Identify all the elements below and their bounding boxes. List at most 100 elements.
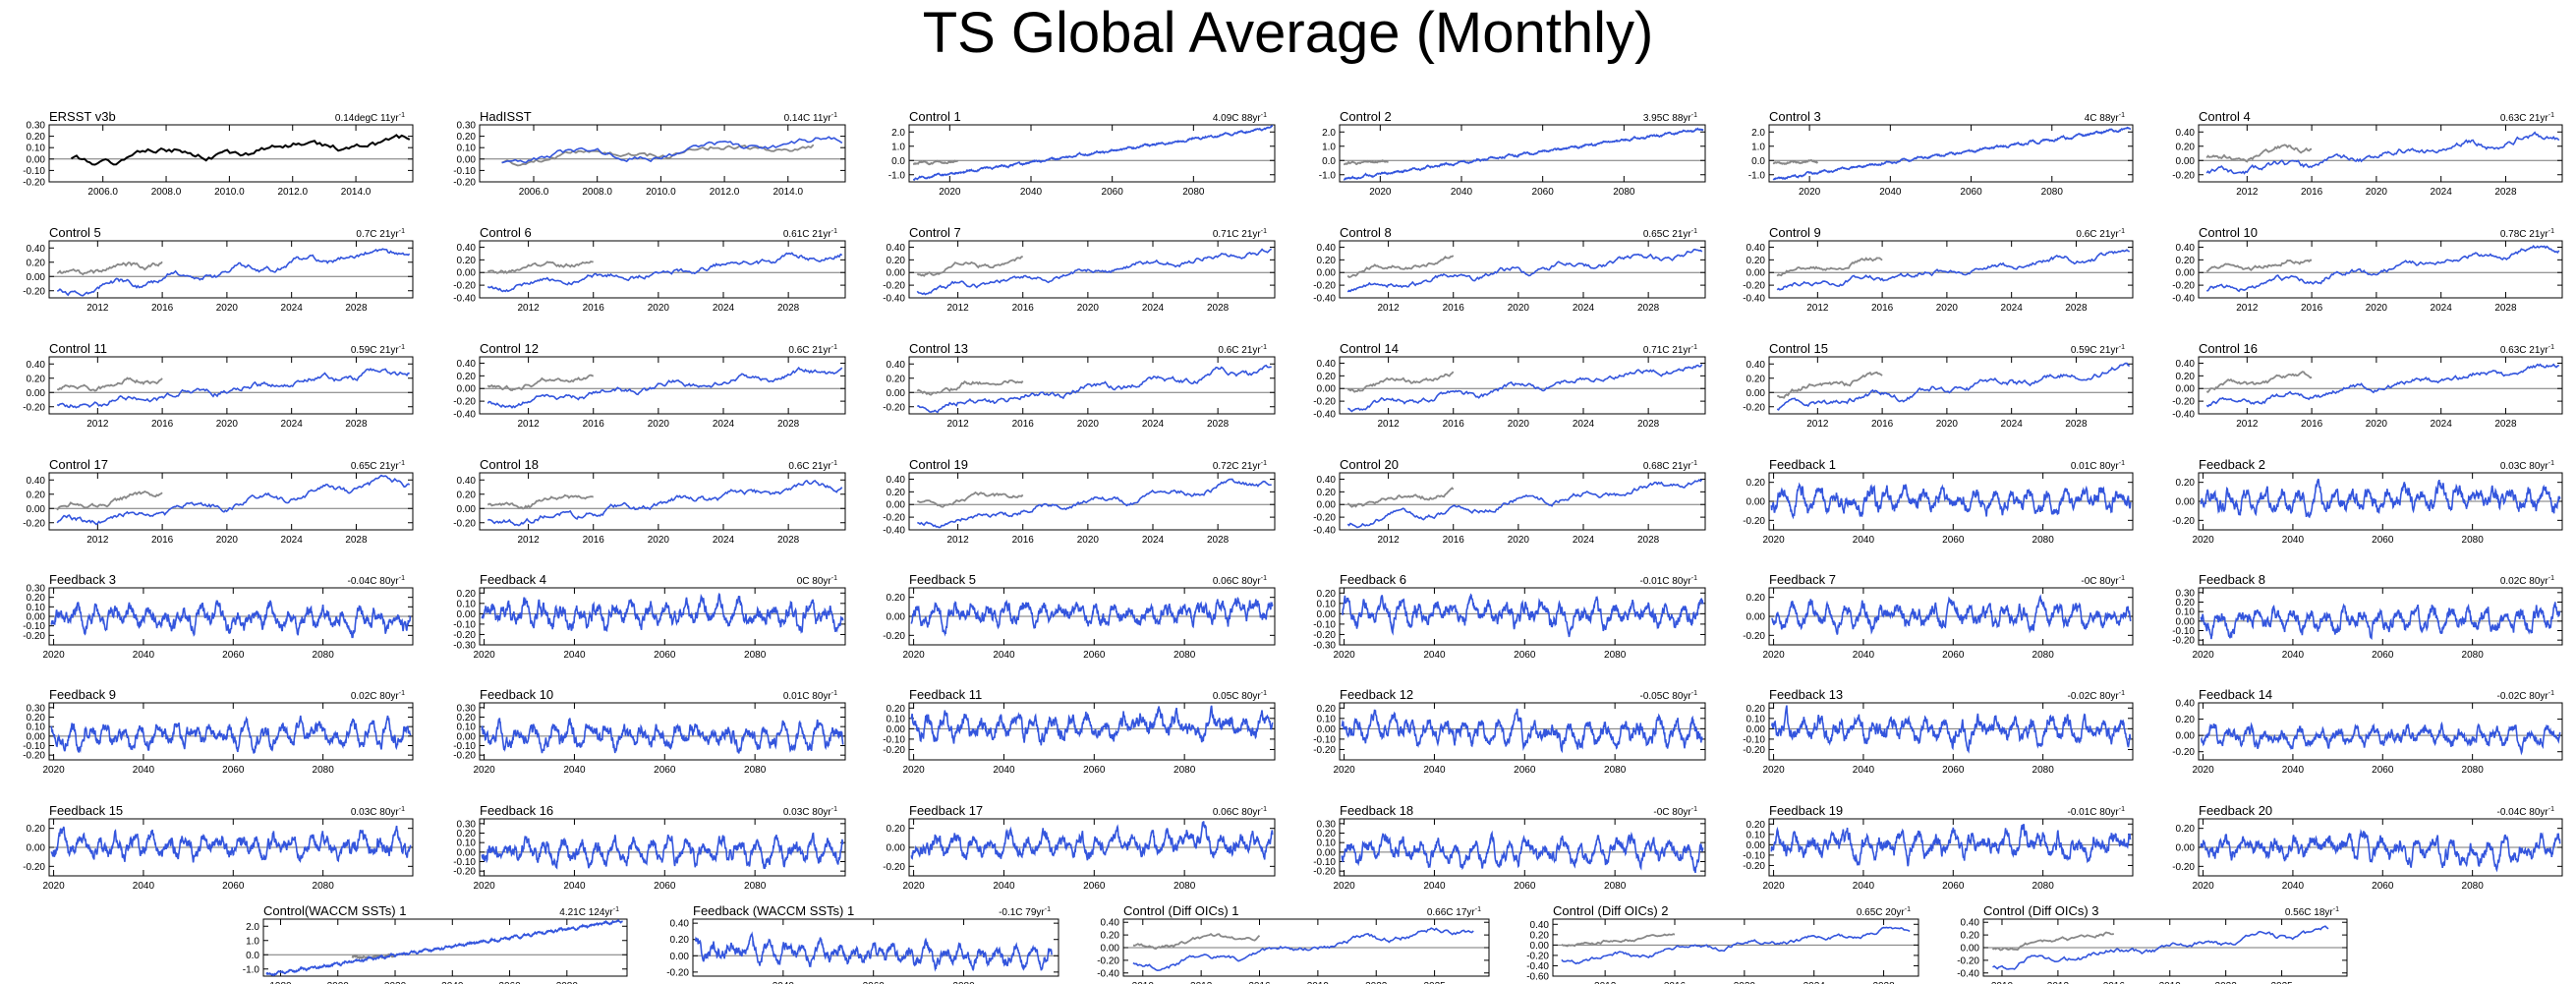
x-tick-label: 2080 [744,765,767,776]
y-tick-label: 0.20 [457,829,477,839]
x-tick-label: 2028 [345,535,368,546]
y-tick-label: 0.0 [1751,156,1765,167]
x-tick-label: 2080 [1604,881,1627,892]
panel-title: Control (Diff OICs) 1 [1123,903,1239,918]
x-tick-label: 2040 [1020,187,1043,198]
trend-annotation: 0.61C 21yr-1 [783,228,837,240]
trend-annotation: 0.65C 21yr-1 [1643,228,1697,240]
x-tick-label: 2020 [1936,419,1959,430]
panel-title: Control 19 [909,457,968,472]
series-line-obs_overlay [2205,144,2313,163]
y-tick-label: 0.00 [27,504,46,515]
panel-title: Feedback 4 [480,572,546,587]
x-tick-label: 2024 [713,535,735,546]
x-tick-label: 2040 [1451,187,1473,198]
y-tick-label: -0.10 [453,741,476,752]
y-tick-label: -0.40 [1313,526,1336,537]
y-tick-label: -0.20 [23,178,45,189]
y-tick-label: 0.00 [27,388,46,399]
y-tick-label: -0.20 [23,402,45,413]
x-tick-label: 2020 [902,881,925,892]
x-tick-label: 2060 [1083,881,1106,892]
series-line-obs_overlay [1561,933,1676,948]
x-tick-label: 2080 [1182,187,1205,198]
series-line-model [1776,249,2131,291]
y-tick-label: 0.0 [1322,156,1336,167]
trend-annotation: -0.04C 80yr-1 [348,575,406,587]
panel-35: 0.200.100.00-0.10-0.20 2020 2040 2060 2080 Fe… [1743,687,2134,776]
x-tick-label: 2028 [2494,187,2517,198]
x-tick-label: 2080 [1613,187,1635,198]
x-tick-label: 2016 [1443,535,1465,546]
plot-frame [2198,356,2563,415]
x-tick-label: 2020 [648,419,670,430]
y-tick-label: 0.40 [887,475,906,486]
series-line-model [2200,829,2561,873]
panel-title: Control 16 [2199,341,2258,356]
plot-frame [692,918,1059,977]
panel-15: 0.40 0.20 0.00 -0.20 2012 2016 2020 2024 2028 Con… [883,341,1276,430]
trend-annotation: 0.78C 21yr-1 [2500,228,2554,240]
x-tick-label: 2020 [1077,535,1100,546]
series-line-model [50,715,412,754]
y-tick-label: 0.20 [27,713,46,724]
x-tick-label: 2020 [1333,765,1355,776]
y-tick-label: 0.40 [1317,475,1337,486]
y-tick-label: 0.10 [1746,714,1766,724]
panel-title: Control 7 [909,225,961,240]
y-tick-label: 0.20 [27,593,46,604]
trend-annotation: 0.56C 18yr-1 [2285,906,2339,918]
x-tick-label: 2008.0 [151,187,182,198]
plot-frame [1339,818,1706,877]
x-tick-label: 2080 [952,981,975,984]
panel-title: Feedback 17 [909,803,983,818]
y-tick-label: 0.10 [1317,714,1337,724]
panel-title: Control (Diff OICs) 3 [1983,903,2099,918]
panel-title: Control 20 [1340,457,1399,472]
x-tick-label: 2028 [2065,419,2088,430]
y-tick-label: 0.40 [27,244,46,255]
x-tick-label: 2040 [1853,881,1875,892]
series-line-model [56,474,411,526]
y-tick-label: 0.40 [1746,243,1766,254]
trend-annotation: 0.14C 11yr-1 [784,112,838,124]
x-tick-label: 2020 [1936,303,1959,314]
plot-frame [48,124,414,183]
y-tick-label: 0.20 [1746,256,1766,266]
y-tick-label: 0.00 [1317,268,1337,279]
x-tick-label: 2012 [517,419,540,430]
series-line-model [1341,708,1703,754]
y-tick-label: 0.00 [457,609,477,620]
x-tick-label: 2080 [313,765,335,776]
x-tick-label: 2080 [2462,650,2485,661]
y-tick-label: 0.40 [1961,918,1980,929]
x-tick-label: 2012 [1377,419,1400,430]
y-tick-label: -0.20 [1743,516,1765,527]
y-tick-label: 0.20 [1746,593,1766,604]
trend-annotation: -0.01C 80yr-1 [2068,806,2126,818]
y-tick-label: -0.20 [1313,745,1336,756]
x-tick-label: 2014.0 [341,187,372,198]
panel-30: 0.300.200.100.00-0.10-0.20 2020 2040 2060 20… [2172,572,2563,661]
x-tick-label: 2016 [583,535,605,546]
x-tick-label: 2060 [1514,650,1536,661]
y-tick-label: 0.30 [457,703,477,714]
plot-frame [2198,240,2563,299]
x-tick-label: 2060 [1083,650,1106,661]
series-line-obs_overlay [487,374,595,392]
x-tick-label: 2060 [1083,765,1106,776]
y-tick-label: 0.10 [2176,608,2196,618]
y-tick-label: -0.20 [1097,955,1119,966]
x-tick-label: 2020 [1762,881,1785,892]
x-tick-label: 2024 [1142,303,1165,314]
series-line-model [1992,925,2329,970]
x-tick-label: 2040 [2282,650,2305,661]
y-tick-label: 0.20 [27,132,46,143]
x-tick-label: 2024 [281,303,304,314]
series-line-model [2205,363,2560,408]
panel-title: Feedback 5 [909,572,976,587]
x-tick-label: 2040 [993,765,1015,776]
panel-7: 0.40 0.20 0.00 -0.20 2012 2016 2020 2024 2028 Con… [23,225,414,314]
panel-title: Feedback (WACCM SSTs) 1 [693,903,854,918]
x-tick-label: 2028 [2065,303,2088,314]
